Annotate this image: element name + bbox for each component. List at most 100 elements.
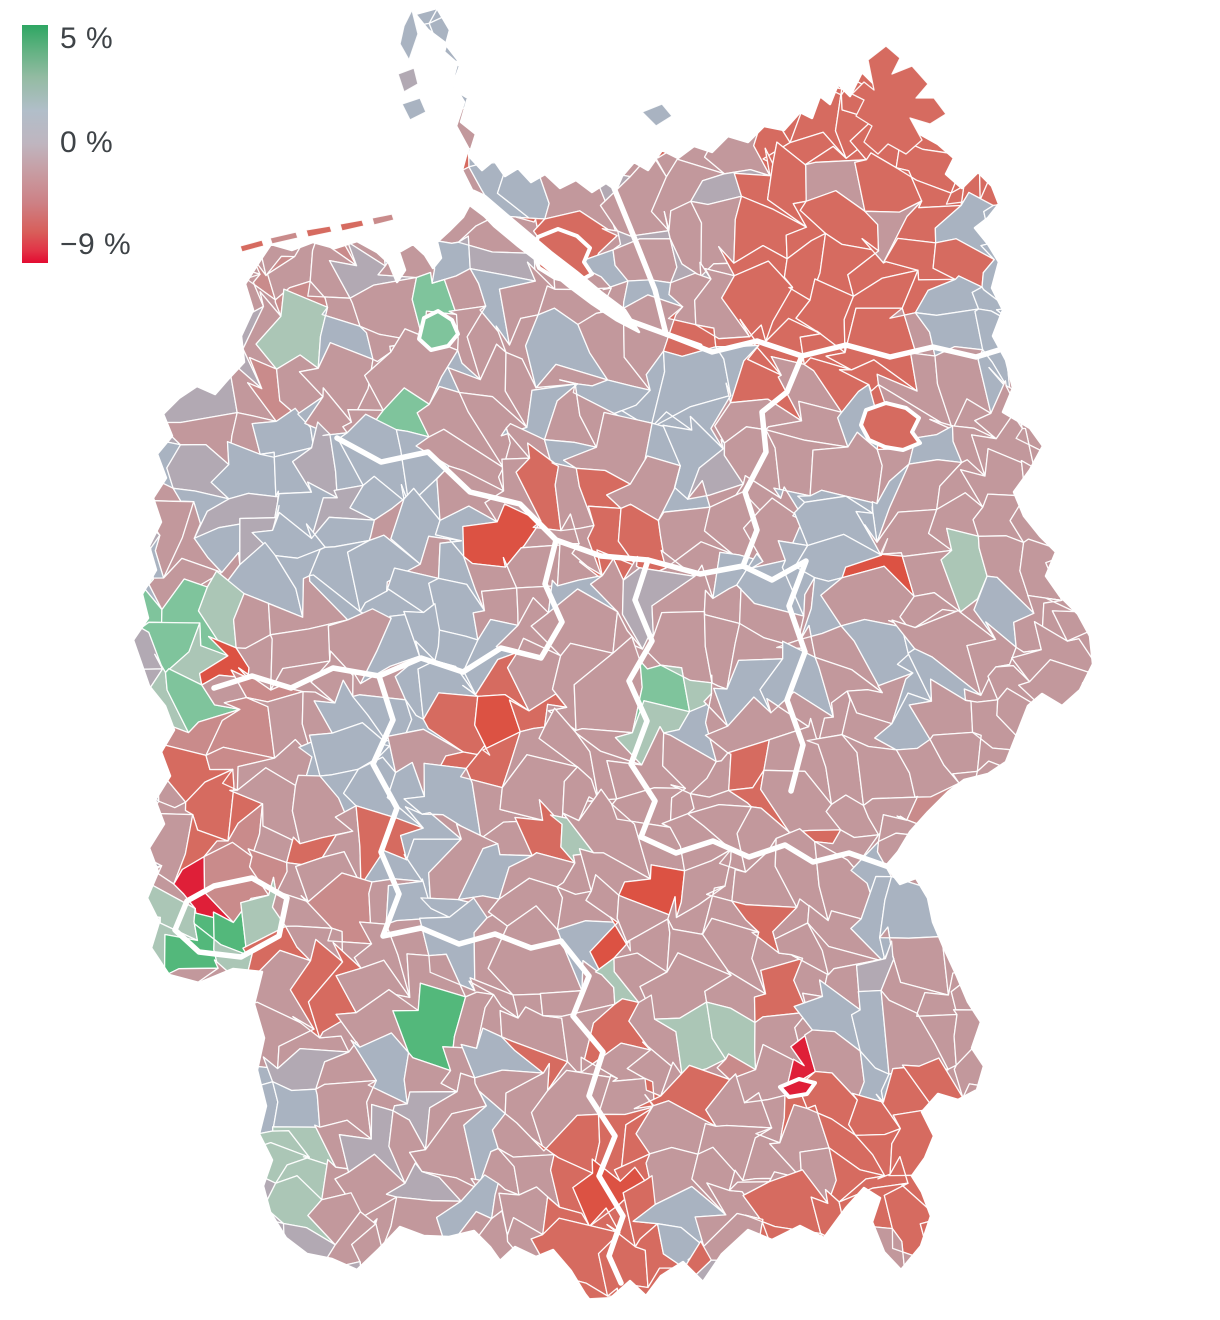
district[interactable] (388, 171, 450, 241)
district[interactable] (226, 1092, 252, 1139)
district[interactable] (1079, 758, 1118, 838)
district[interactable] (1065, 216, 1097, 268)
district[interactable] (209, 1183, 239, 1240)
district[interactable] (104, 983, 151, 1071)
district[interactable] (1012, 776, 1053, 823)
district[interactable] (214, 1221, 275, 1289)
district[interactable] (473, 108, 528, 156)
district[interactable] (196, 1127, 242, 1184)
district[interactable] (94, 1065, 145, 1149)
district[interactable] (141, 1218, 239, 1289)
district[interactable] (625, 13, 657, 72)
district[interactable] (931, 1146, 985, 1220)
district[interactable] (1059, 169, 1105, 230)
district[interactable] (1081, 201, 1148, 268)
district[interactable] (1071, 303, 1145, 377)
district[interactable] (342, 44, 395, 101)
district[interactable] (80, 499, 161, 540)
district[interactable] (110, 974, 151, 1003)
island-district-frisian-4[interactable] (339, 219, 365, 232)
district[interactable] (254, 0, 311, 26)
island-district-foehr[interactable] (397, 67, 419, 93)
district[interactable] (536, 79, 598, 161)
district[interactable] (279, 1280, 352, 1320)
district[interactable] (375, 69, 463, 101)
district[interactable] (1091, 30, 1128, 63)
district[interactable] (293, 0, 339, 34)
district[interactable] (118, 1228, 167, 1299)
district[interactable] (1025, 1124, 1109, 1169)
district[interactable] (294, 162, 333, 231)
district[interactable] (1017, 83, 1075, 159)
district[interactable] (164, 1283, 239, 1316)
district-muenchen[interactable] (778, 1077, 817, 1099)
district[interactable] (188, 1012, 217, 1055)
district[interactable] (1057, 327, 1093, 352)
district[interactable] (931, 1107, 989, 1176)
district[interactable] (91, 382, 154, 450)
district[interactable] (506, 119, 547, 175)
district[interactable] (1024, 750, 1058, 793)
district[interactable] (829, 0, 898, 13)
district[interactable] (1066, 981, 1095, 1035)
district[interactable] (964, 0, 1031, 49)
district[interactable] (1086, 1069, 1134, 1141)
district[interactable] (1012, 804, 1071, 876)
district[interactable] (1057, 1012, 1109, 1073)
district[interactable] (1030, 1086, 1110, 1149)
district[interactable] (325, 81, 359, 142)
district[interactable] (109, 1035, 145, 1099)
district[interactable] (503, 0, 566, 35)
district[interactable] (536, 46, 617, 90)
district[interactable] (359, 1260, 419, 1320)
district[interactable] (736, 0, 794, 29)
island-district-frisian-3[interactable] (305, 225, 333, 238)
district[interactable] (872, 1273, 906, 1320)
district-bremen[interactable] (417, 309, 460, 352)
district[interactable] (1024, 932, 1068, 983)
district[interactable] (156, 1189, 239, 1240)
district[interactable] (1004, 0, 1071, 10)
district[interactable] (1014, 1273, 1070, 1320)
district[interactable] (151, 1030, 228, 1111)
district[interactable] (133, 320, 187, 360)
district[interactable] (477, 8, 506, 63)
district[interactable] (349, 131, 400, 198)
district[interactable] (951, 1182, 1007, 1257)
district[interactable] (387, 136, 451, 198)
district[interactable] (1035, 1260, 1089, 1320)
district[interactable] (233, 129, 317, 199)
district[interactable] (999, 1031, 1077, 1109)
district[interactable] (1011, 895, 1053, 949)
district-berlin[interactable] (859, 401, 922, 452)
district[interactable] (996, 969, 1073, 1021)
district[interactable] (923, 1229, 994, 1267)
district[interactable] (1018, 44, 1075, 119)
district[interactable] (1035, 1232, 1108, 1281)
district[interactable] (816, 1268, 879, 1320)
district[interactable] (1061, 498, 1108, 565)
district[interactable] (460, 0, 519, 35)
district[interactable] (648, 13, 723, 70)
district[interactable] (80, 512, 161, 593)
district[interactable] (1038, 738, 1094, 793)
district[interactable] (508, 1264, 552, 1320)
district[interactable] (139, 1079, 232, 1134)
district[interactable] (933, 814, 999, 865)
district[interactable] (151, 337, 238, 424)
district[interactable] (1038, 709, 1075, 769)
district[interactable] (90, 779, 160, 844)
district[interactable] (261, 1279, 308, 1320)
district[interactable] (1044, 467, 1097, 544)
district[interactable] (504, 43, 565, 127)
district[interactable] (614, 0, 682, 20)
district[interactable] (994, 1085, 1055, 1149)
district[interactable] (148, 1281, 180, 1316)
district[interactable] (460, 1255, 544, 1320)
island-district-frisian-2[interactable] (269, 231, 299, 245)
district[interactable] (912, 0, 991, 76)
district[interactable] (1081, 425, 1139, 469)
district[interactable] (197, 59, 267, 113)
district[interactable] (1044, 443, 1108, 491)
island-district-ruegen[interactable] (851, 45, 947, 155)
